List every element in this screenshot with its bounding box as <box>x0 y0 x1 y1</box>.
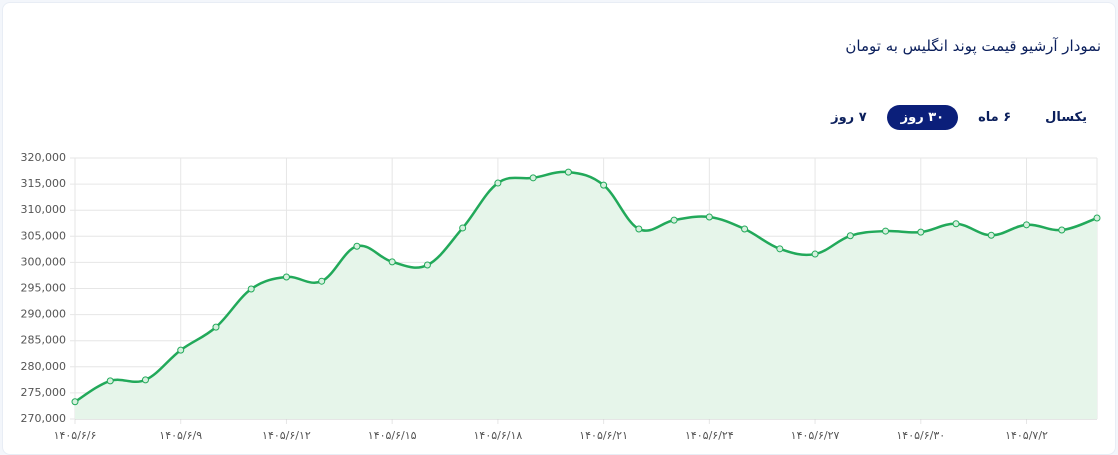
x-tick-label: ۱۴۰۵/۷/۲ <box>1005 429 1048 442</box>
point <box>71 398 79 406</box>
point <box>882 227 890 235</box>
point <box>741 225 749 233</box>
point <box>494 179 502 187</box>
y-tick-label: 315,000 <box>21 177 67 190</box>
area <box>75 171 1097 419</box>
point <box>811 250 819 258</box>
point <box>952 220 960 228</box>
point <box>670 216 678 224</box>
x-tick-label: ۱۴۰۵/۶/۲۱ <box>579 429 628 442</box>
point <box>846 232 854 240</box>
y-tick-label: 285,000 <box>21 334 67 347</box>
point <box>353 242 361 250</box>
y-tick-label: 305,000 <box>21 229 67 242</box>
point <box>318 277 326 285</box>
y-tick-label: 295,000 <box>21 282 67 295</box>
point <box>529 174 537 182</box>
x-tick-label: ۱۴۰۵/۶/۳۰ <box>896 429 945 442</box>
point <box>459 224 467 232</box>
tabs: ۷ روز ۳۰ روز ۶ ماه یکسال <box>817 105 1101 130</box>
point <box>212 323 220 331</box>
y-tick-label: 310,000 <box>21 203 67 216</box>
point <box>141 376 149 384</box>
y-tick-label: 270,000 <box>21 412 67 425</box>
x-tick-label: ۱۴۰۵/۶/۶ <box>54 429 97 442</box>
point <box>1023 221 1031 229</box>
y-tick-label: 320,000 <box>21 151 67 164</box>
point <box>106 377 114 385</box>
range-tab[interactable]: ۷ روز <box>831 110 867 125</box>
point <box>1093 214 1101 222</box>
y-tick-label: 300,000 <box>21 255 67 268</box>
chart-title: نمودار آرشیو قیمت پوند انگلیس به تومان <box>845 37 1101 55</box>
point <box>1058 226 1066 234</box>
range-tab[interactable]: یکسال <box>1045 110 1087 125</box>
point <box>247 285 255 293</box>
point <box>987 231 995 239</box>
point <box>776 245 784 253</box>
point <box>423 261 431 269</box>
y-tick-label: 290,000 <box>21 308 67 321</box>
range-tab[interactable]: ۳۰ روز <box>886 105 959 130</box>
range-tab[interactable]: ۶ ماه <box>978 110 1012 125</box>
x-tick-label: ۱۴۰۵/۶/۱۸ <box>474 429 523 442</box>
x-tick-label: ۱۴۰۵/۶/۱۲ <box>262 429 311 442</box>
x-tick-label: ۱۴۰۵/۶/۲۴ <box>685 429 734 442</box>
point <box>388 258 396 266</box>
y-tick-label: 275,000 <box>21 386 67 399</box>
point <box>705 213 713 221</box>
point <box>917 228 925 236</box>
point <box>564 168 572 176</box>
point <box>282 273 290 281</box>
x-tick-label: ۱۴۰۵/۶/۹ <box>159 429 202 442</box>
x-tick-label: ۱۴۰۵/۶/۱۵ <box>368 429 417 442</box>
x-tick-label: ۱۴۰۵/۶/۲۷ <box>791 429 840 442</box>
y-tick-label: 280,000 <box>21 360 67 373</box>
point <box>635 225 643 233</box>
point <box>177 346 185 354</box>
point <box>600 181 608 189</box>
